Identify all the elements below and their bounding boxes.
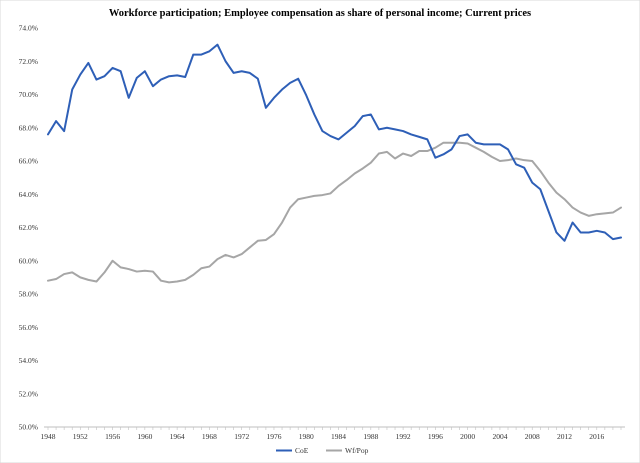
x-axis: 1948 1952 1956 1960 1964 1968 1972 1976 1980 1984…	[41, 426, 625, 441]
x-tick-label: 1960	[137, 432, 152, 441]
series-layer	[47, 43, 622, 284]
y-tick-label: 54.0%	[19, 356, 38, 365]
y-tick-label: 56.0%	[19, 323, 38, 332]
y-tick-label: 52.0%	[19, 389, 38, 398]
y-axis: 50.0% 52.0% 54.0% 56.0% 58.0% 60.0% 62.0% 64.0%…	[19, 24, 38, 432]
x-tick-label: 2008	[525, 432, 540, 441]
x-tick-label: 2004	[492, 432, 507, 441]
x-tick-label: 2000	[460, 432, 475, 441]
legend-label: CoE	[295, 446, 309, 455]
x-tick-label: 1948	[41, 432, 56, 441]
y-tick-label: 70.0%	[19, 90, 38, 99]
x-tick-label: 1968	[202, 432, 217, 441]
x-tick-label: 1988	[363, 432, 378, 441]
y-tick-label: 66.0%	[19, 157, 38, 166]
y-tick-label: 74.0%	[19, 24, 38, 33]
y-tick-label: 72.0%	[19, 57, 38, 66]
x-tick-label: 1996	[428, 432, 443, 441]
y-tick-label: 64.0%	[19, 190, 38, 199]
x-tick-label: 1992	[396, 432, 411, 441]
legend: CoE Wf/Pop	[276, 446, 369, 455]
x-tick-label: 1956	[105, 432, 120, 441]
x-tick-label: 2016	[589, 432, 604, 441]
series-line-coe	[47, 43, 622, 242]
y-tick-label: 60.0%	[19, 256, 38, 265]
chart-title: Workforce participation; Employee compen…	[109, 8, 531, 19]
x-tick-label: 1952	[73, 432, 88, 441]
series-line-wf-pop	[47, 141, 622, 284]
y-tick-label: 68.0%	[19, 123, 38, 132]
x-tick-label: 2012	[557, 432, 572, 441]
legend-label: Wf/Pop	[345, 446, 369, 455]
x-tick-label: 1976	[266, 432, 281, 441]
x-tick-label: 1972	[234, 432, 249, 441]
y-tick-label: 58.0%	[19, 290, 38, 299]
x-tick-label: 1980	[299, 432, 314, 441]
y-tick-label: 50.0%	[19, 423, 38, 432]
y-tick-label: 62.0%	[19, 223, 38, 232]
x-tick-label: 1964	[170, 432, 185, 441]
x-tick-label: 1984	[331, 432, 346, 441]
